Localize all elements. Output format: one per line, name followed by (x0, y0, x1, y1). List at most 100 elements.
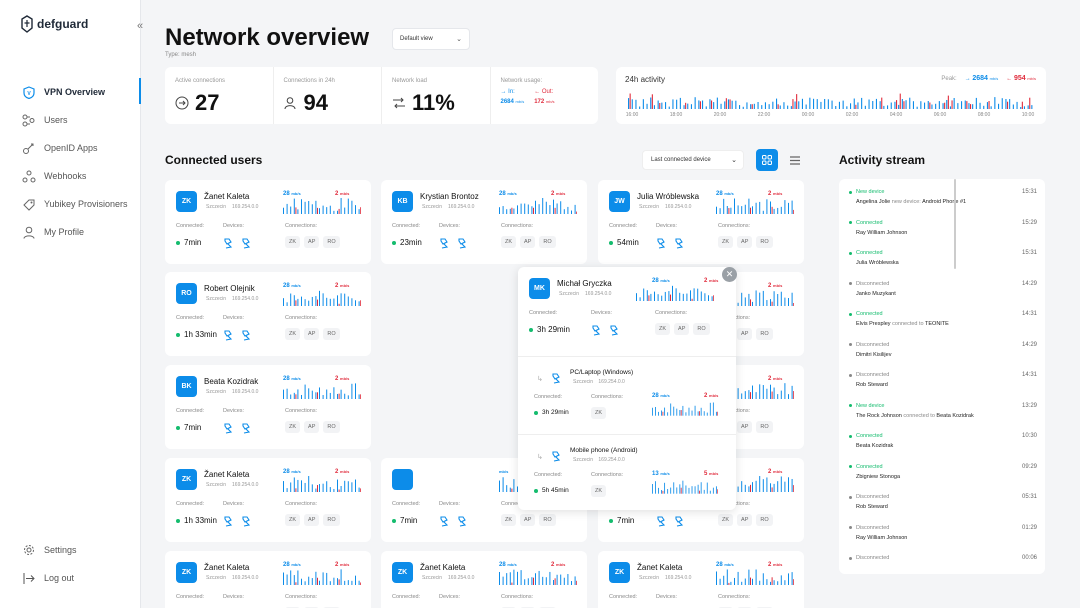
sidebar-item-users[interactable]: Users (0, 106, 141, 134)
user-card[interactable]: RO Robert Olejnik Szczecin 169.254.0.0 28 mb… (165, 272, 371, 356)
activity-stream-scrollbar[interactable] (954, 179, 956, 269)
usage-bar (791, 572, 793, 585)
wireguard-device-icon[interactable] (591, 323, 601, 341)
stat-network-usage: Network usage: → In: 2684 mb/s ← Out: 17… (491, 67, 599, 124)
event-time: 10:30 (1021, 433, 1037, 439)
activity-bar (935, 103, 937, 109)
expanded-user-card[interactable]: MK Michał Gryczka Szczecin 169.254.0.0 28… (518, 267, 736, 510)
wireguard-device-icon[interactable] (223, 514, 233, 532)
activity-bar (1027, 105, 1029, 109)
connections-label: Connections: (285, 223, 318, 229)
wireguard-device-icon[interactable] (674, 236, 684, 254)
wireguard-device-icon[interactable] (223, 328, 233, 346)
sidebar-item-openid-apps[interactable]: OpenID Apps (0, 134, 141, 162)
usage-bar (685, 412, 687, 416)
event-text: Dimitri Kisilijev (856, 351, 892, 358)
user-card[interactable]: JW Julia Wróblewska Szczecin 169.254.0.0 28 … (598, 180, 804, 264)
activity-bar (798, 101, 800, 109)
sidebar-item-vpn-overview[interactable]: V VPN Overview (0, 78, 141, 106)
wireguard-device-icon[interactable] (439, 236, 449, 254)
activity-bar (894, 101, 896, 109)
connection-tag: AP (674, 323, 690, 335)
usage-out-label: ← Out: (534, 89, 554, 95)
usage-bar (509, 208, 511, 214)
usage-bar (664, 482, 666, 494)
avatar (392, 469, 413, 490)
wireguard-device-icon[interactable] (656, 236, 666, 254)
sidebar-item-webhooks[interactable]: Webhooks (0, 162, 141, 190)
list-view-button[interactable] (784, 149, 806, 171)
avatar: ZK (176, 469, 197, 490)
device-row[interactable]: ↳ PC/Laptop (Windows) Szczecin 169.254.0… (518, 357, 736, 435)
connected-users-title: Connected users (165, 153, 263, 167)
device-row[interactable]: ↳ Mobile phone (Android) Szczecin 169.25… (518, 435, 736, 510)
device-icons (656, 236, 684, 254)
wireguard-device-icon[interactable] (241, 328, 251, 346)
sidebar-item-yubikey-provisioners[interactable]: Yubikey Provisioners (0, 190, 141, 218)
activity-event: Connected Zbigniew Stonoga 09:29 (849, 464, 1037, 480)
wireguard-device-icon[interactable] (439, 514, 449, 532)
activity-bar (676, 99, 678, 109)
user-card[interactable]: BK Beata Kozidrak Szczecin 169.254.0.0 28 mb… (165, 365, 371, 449)
app-logo[interactable]: defguard (21, 15, 88, 33)
usage-bar (773, 208, 775, 214)
usage-bar (748, 486, 750, 492)
usage-bar (355, 479, 356, 492)
usage-bar (315, 392, 317, 399)
sidebar-item-settings[interactable]: Settings (0, 536, 141, 564)
wireguard-device-icon[interactable] (457, 514, 467, 532)
sidebar-item-my-profile[interactable]: My Profile (0, 218, 141, 246)
sidebar-item-logout[interactable]: Log out (0, 564, 141, 592)
usage-bar (340, 569, 342, 585)
usage-bar (326, 389, 328, 399)
user-card[interactable]: KB Krystian Brontoz Szczecin 169.254.0.0 28 … (381, 180, 587, 264)
usage-bar (706, 482, 708, 494)
usage-bar (717, 411, 718, 416)
wireguard-device-icon[interactable] (241, 514, 251, 532)
usage-bar (347, 395, 349, 399)
usage-bar (520, 570, 522, 585)
wireguard-device-icon[interactable] (241, 421, 251, 439)
avatar: MK (529, 278, 550, 299)
view-select[interactable]: Default view ⌄ (392, 28, 470, 50)
usage-bar (784, 200, 786, 214)
grid-view-button[interactable] (756, 149, 778, 171)
usage-bar (694, 486, 696, 494)
wireguard-device-icon[interactable] (656, 514, 666, 532)
grid-icon (762, 155, 772, 165)
usage-bar (297, 570, 299, 585)
wireguard-device-icon[interactable] (241, 236, 251, 254)
usage-bar (661, 410, 662, 416)
connection-tag: ZK (718, 236, 734, 248)
wireguard-device-icon[interactable] (609, 323, 619, 341)
usage-bar (664, 291, 666, 301)
sort-select[interactable]: Last connected device ⌄ (642, 150, 744, 170)
usage-bars (636, 285, 714, 301)
wireguard-device-icon[interactable] (223, 421, 233, 439)
usage-bar (770, 384, 771, 399)
close-icon[interactable]: ✕ (722, 267, 737, 282)
wireguard-device-icon[interactable] (457, 236, 467, 254)
branch-icon: ↳ (537, 454, 543, 461)
wireguard-device-icon[interactable] (674, 514, 684, 532)
event-kind: Disconnected (849, 342, 1037, 348)
collapse-sidebar-icon[interactable]: « (136, 20, 144, 32)
speed-in: 28 mb/s (716, 191, 734, 197)
usage-bar (762, 210, 764, 214)
usage-bar (338, 579, 340, 585)
event-kind: Connected (849, 220, 1037, 226)
usage-bar (700, 291, 702, 301)
connection-tag: ZK (285, 514, 301, 526)
connection-tag: AP (737, 236, 753, 248)
view-select-value: Default view (400, 36, 433, 42)
divider (518, 434, 736, 435)
wireguard-device-icon[interactable] (223, 236, 233, 254)
activity-bar (853, 98, 855, 109)
